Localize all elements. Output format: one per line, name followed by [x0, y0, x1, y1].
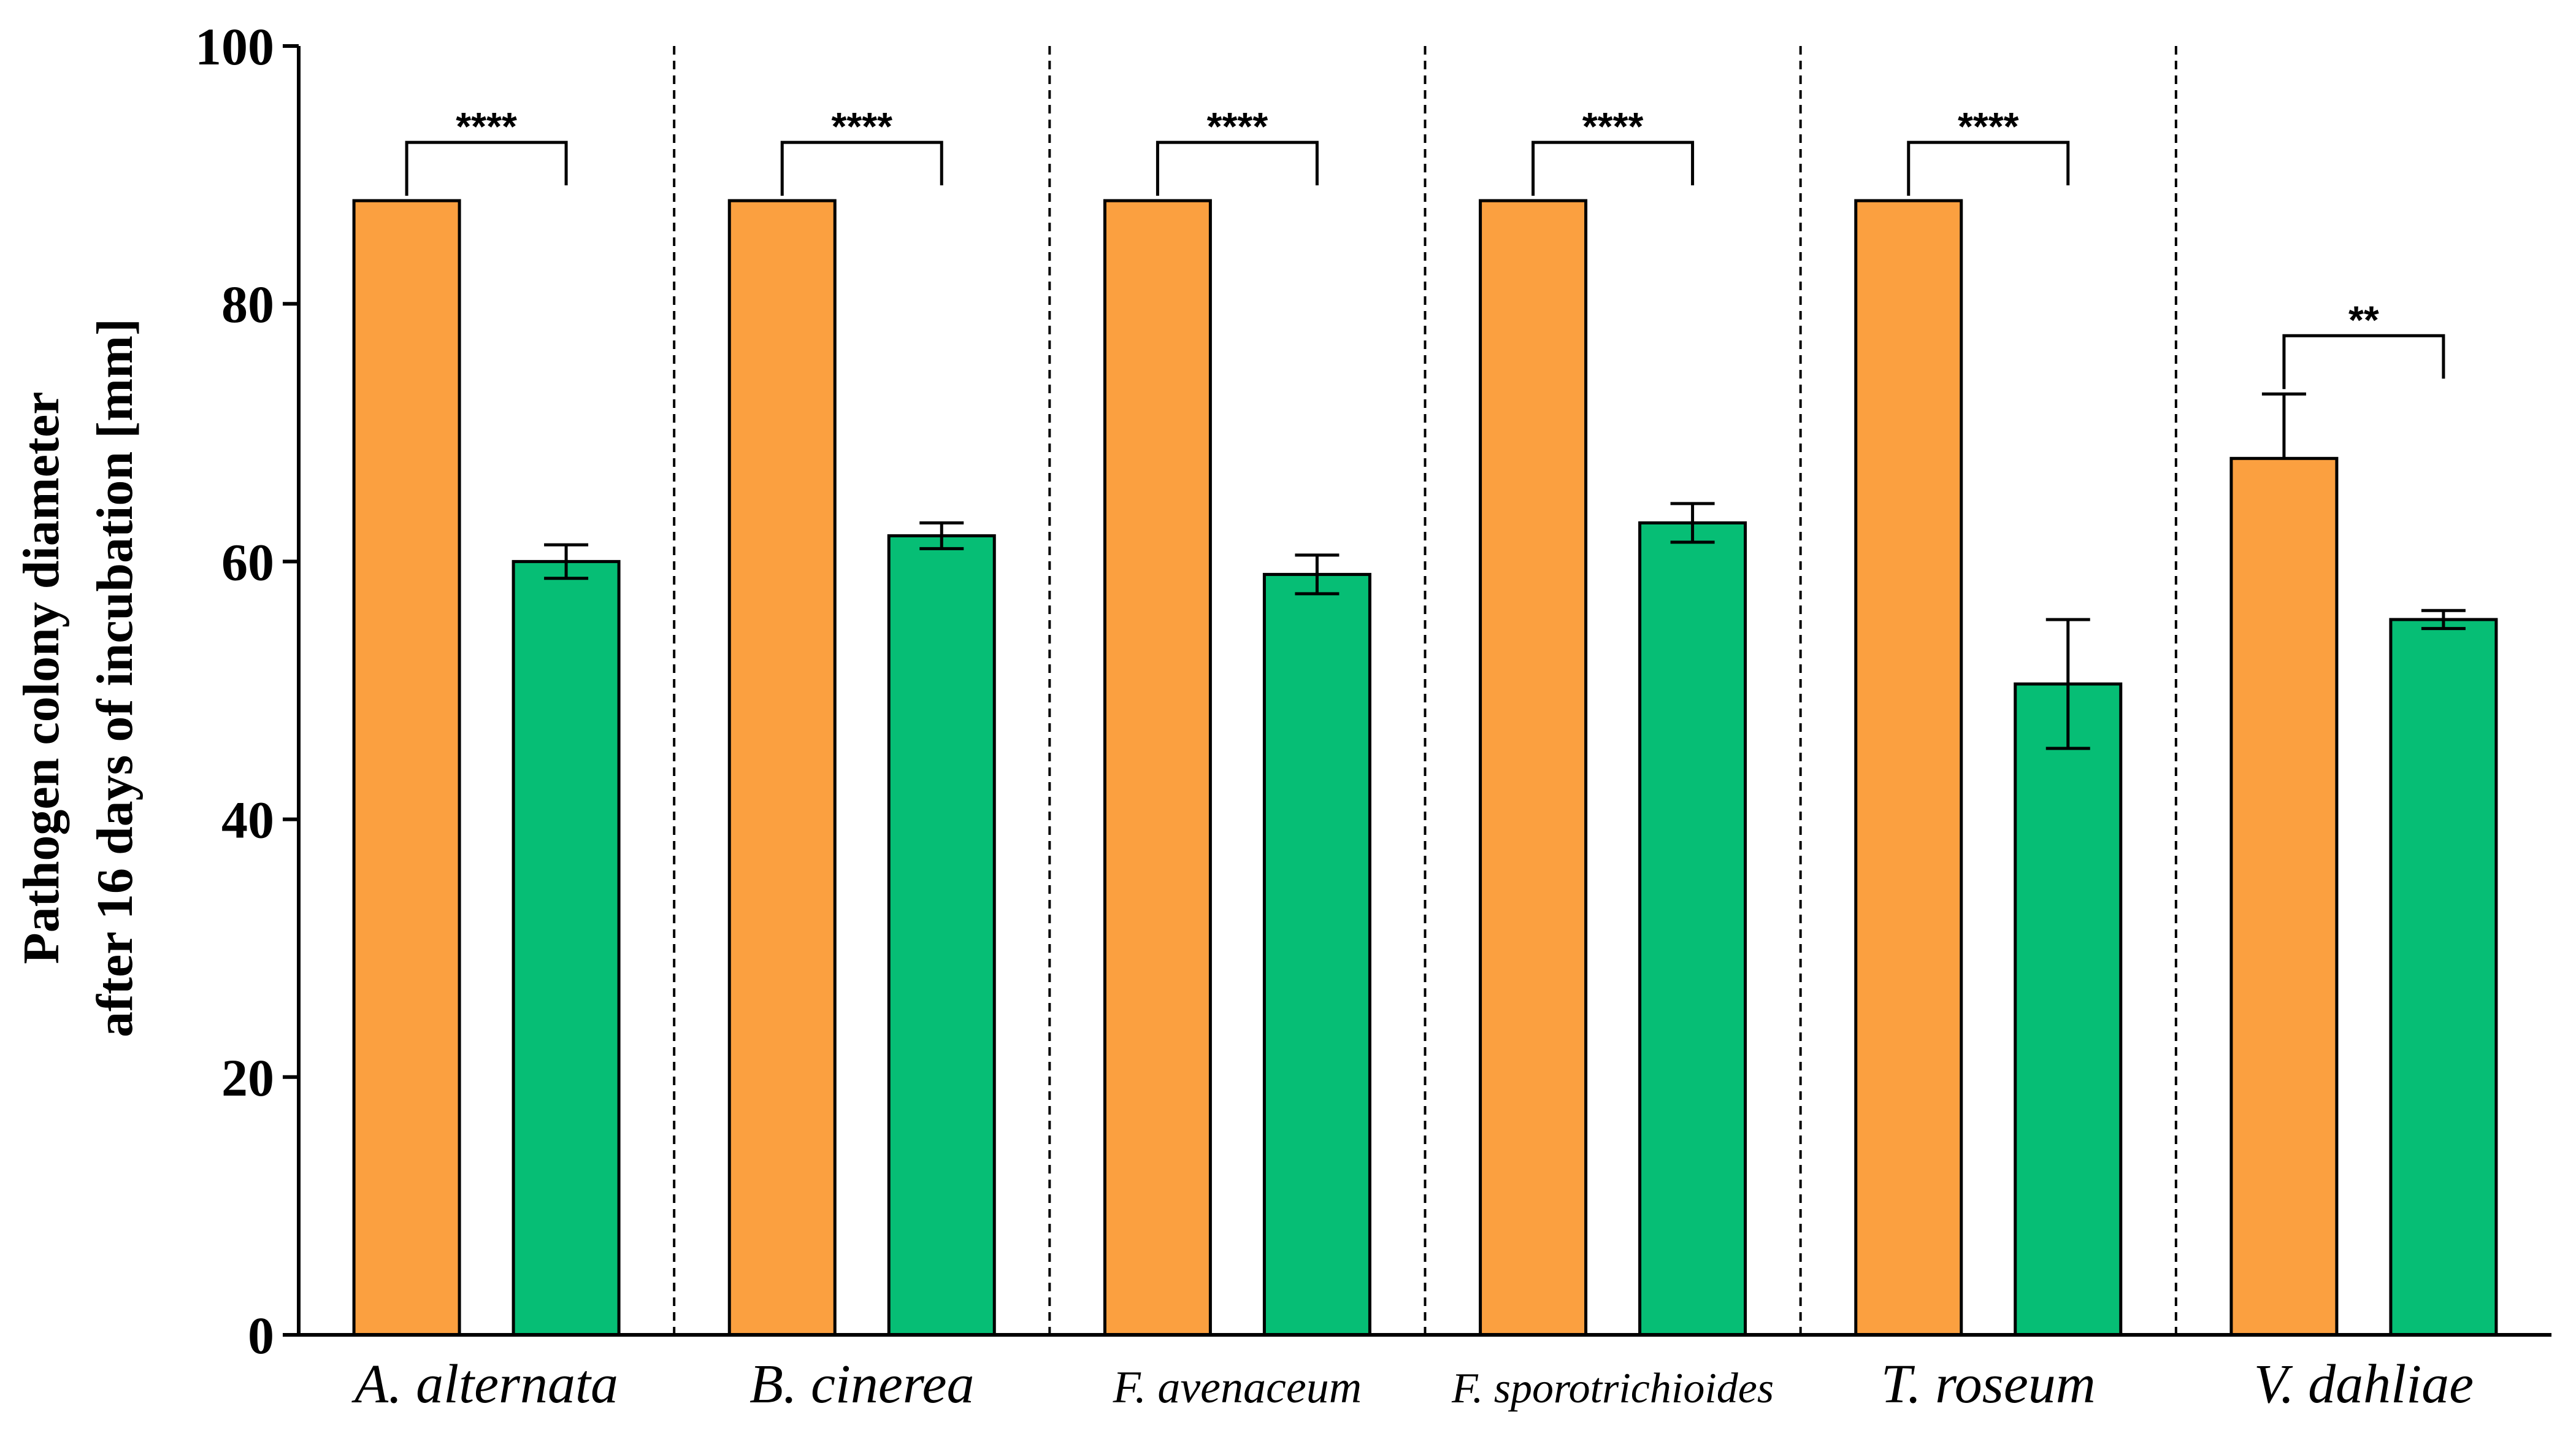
bar-treatment	[2389, 618, 2498, 1337]
y-axis-title: Pathogen colony diameter after 16 days o…	[13, 318, 144, 1037]
x-category-label: F. avenaceum	[1113, 1362, 1362, 1413]
y-tick-label: 0	[248, 1306, 274, 1365]
y-tick-label: 60	[221, 532, 274, 591]
bar-control	[2229, 456, 2339, 1337]
significance-label: ****	[456, 104, 517, 148]
significance-brackets: **** **** **** **** ******	[405, 104, 2445, 390]
y-axis-title-line1: Pathogen colony diameter	[13, 391, 70, 964]
bar-treatment	[2014, 682, 2123, 1337]
significance-bracket	[2282, 334, 2445, 390]
significance-label: ****	[1958, 104, 2019, 148]
bar-control	[1103, 199, 1212, 1337]
x-category-label: F. sporotrichioides	[1451, 1365, 1774, 1412]
significance-bracket	[1531, 140, 1695, 196]
significance-label: ****	[1582, 104, 1644, 148]
y-axis-ticks: 0 20 40 60 80 100	[195, 17, 299, 1365]
bar-control	[352, 199, 461, 1337]
bar-control	[1854, 199, 1963, 1337]
significance-bracket	[405, 140, 568, 196]
bar-treatment	[1638, 521, 1747, 1337]
significance-bracket	[780, 140, 943, 196]
x-category-label: A. alternata	[351, 1354, 618, 1415]
error-bars	[544, 392, 2466, 750]
x-category-label: V. dahliae	[2254, 1354, 2474, 1415]
x-axis-category-labels: A. alternata B. cinerea F. avenaceum F. spo…	[351, 1354, 2474, 1415]
x-category-label: T. roseum	[1881, 1354, 2096, 1415]
significance-label: ****	[1207, 104, 1268, 148]
bar-treatment	[887, 534, 996, 1337]
y-tick-label: 80	[221, 275, 274, 334]
y-axis-title-line2: after 16 days of incubation [mm]	[86, 318, 144, 1037]
y-tick-label: 100	[195, 17, 274, 76]
y-tick-label: 40	[221, 791, 274, 850]
bar-treatment	[1262, 572, 1371, 1337]
significance-label: ****	[831, 104, 892, 148]
x-category-label: B. cinerea	[749, 1354, 975, 1415]
significance-label: **	[2348, 298, 2379, 342]
significance-bracket	[1907, 140, 2070, 196]
bar-control	[727, 199, 837, 1337]
y-tick-label: 20	[221, 1048, 274, 1107]
bar-treatment	[512, 559, 621, 1337]
bar-control	[1479, 199, 1588, 1337]
significance-bracket	[1156, 140, 1319, 196]
